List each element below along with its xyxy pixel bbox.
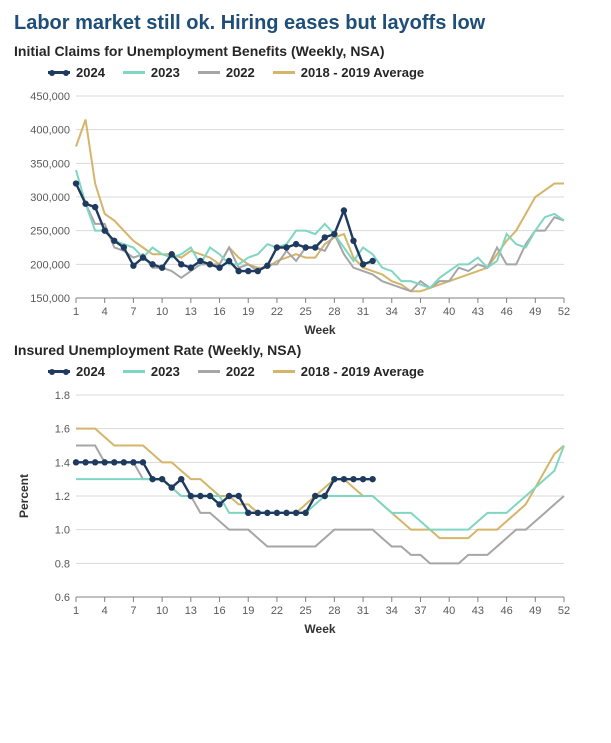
svg-text:31: 31 xyxy=(357,306,369,318)
svg-text:400,000: 400,000 xyxy=(30,125,70,137)
svg-text:1: 1 xyxy=(73,306,79,318)
chart1-svg: 150,000 200,000 250,000 300,000 350,000 400,0… xyxy=(14,88,574,338)
legend-swatch-2023 xyxy=(123,71,145,74)
svg-text:Percent: Percent xyxy=(17,474,31,518)
svg-text:28: 28 xyxy=(328,605,340,617)
svg-text:43: 43 xyxy=(472,605,484,617)
svg-text:16: 16 xyxy=(213,605,225,617)
svg-text:10: 10 xyxy=(156,306,168,318)
svg-text:16: 16 xyxy=(213,306,225,318)
legend-swatch-2022 xyxy=(198,71,220,74)
legend-item-avg: 2018 - 2019 Average xyxy=(273,364,424,379)
svg-text:25: 25 xyxy=(300,306,312,318)
legend-item-2024: 2024 xyxy=(48,65,105,80)
chart2-legend: 2024 2023 2022 2018 - 2019 Average xyxy=(48,364,597,379)
legend-label-2024: 2024 xyxy=(76,364,105,379)
legend-swatch-2024 xyxy=(48,71,70,74)
svg-text:0.6: 0.6 xyxy=(55,592,70,604)
legend-item-avg: 2018 - 2019 Average xyxy=(273,65,424,80)
svg-text:7: 7 xyxy=(130,306,136,318)
svg-text:Week: Week xyxy=(304,622,335,636)
svg-text:300,000: 300,000 xyxy=(30,192,70,204)
legend-swatch-avg xyxy=(273,71,295,74)
legend-item-2022: 2022 xyxy=(198,364,255,379)
legend-swatch-2023 xyxy=(123,370,145,373)
svg-text:37: 37 xyxy=(414,306,426,318)
svg-text:450,000: 450,000 xyxy=(30,91,70,103)
svg-text:19: 19 xyxy=(242,306,254,318)
chart2-title: Insured Unemployment Rate (Weekly, NSA) xyxy=(14,342,597,358)
svg-text:34: 34 xyxy=(386,306,398,318)
legend-label-avg: 2018 - 2019 Average xyxy=(301,364,424,379)
svg-text:Week: Week xyxy=(304,323,335,337)
chart2-svg: 0.6 0.8 1.0 1.2 1.4 1.6 1.8 1 4 7 10 13 16 19 22 25 28 31… xyxy=(14,387,574,637)
svg-text:350,000: 350,000 xyxy=(30,158,70,170)
legend-item-2023: 2023 xyxy=(123,364,180,379)
svg-text:250,000: 250,000 xyxy=(30,226,70,238)
svg-text:28: 28 xyxy=(328,306,340,318)
svg-text:49: 49 xyxy=(529,605,541,617)
legend-swatch-avg xyxy=(273,370,295,373)
svg-text:4: 4 xyxy=(102,605,108,617)
svg-text:49: 49 xyxy=(529,306,541,318)
svg-text:1.4: 1.4 xyxy=(55,457,70,469)
svg-text:1: 1 xyxy=(73,605,79,617)
legend-item-2023: 2023 xyxy=(123,65,180,80)
legend-label-2022: 2022 xyxy=(226,65,255,80)
legend-label-2024: 2024 xyxy=(76,65,105,80)
svg-text:1.0: 1.0 xyxy=(55,525,70,537)
legend-label-2022: 2022 xyxy=(226,364,255,379)
svg-text:25: 25 xyxy=(300,605,312,617)
legend-item-2024: 2024 xyxy=(48,364,105,379)
legend-label-2023: 2023 xyxy=(151,65,180,80)
svg-text:150,000: 150,000 xyxy=(30,293,70,305)
svg-text:40: 40 xyxy=(443,306,455,318)
svg-text:37: 37 xyxy=(414,605,426,617)
svg-text:19: 19 xyxy=(242,605,254,617)
legend-label-2023: 2023 xyxy=(151,364,180,379)
svg-text:34: 34 xyxy=(386,605,398,617)
svg-text:46: 46 xyxy=(500,306,512,318)
legend-swatch-2024 xyxy=(48,370,70,373)
legend-swatch-2022 xyxy=(198,370,220,373)
main-title: Labor market still ok. Hiring eases but … xyxy=(14,12,597,35)
svg-text:1.6: 1.6 xyxy=(55,424,70,436)
legend-label-avg: 2018 - 2019 Average xyxy=(301,65,424,80)
svg-text:22: 22 xyxy=(271,605,283,617)
svg-text:200,000: 200,000 xyxy=(30,259,70,271)
svg-text:43: 43 xyxy=(472,306,484,318)
svg-text:1.2: 1.2 xyxy=(55,491,70,503)
svg-text:40: 40 xyxy=(443,605,455,617)
svg-text:13: 13 xyxy=(185,605,197,617)
svg-text:22: 22 xyxy=(271,306,283,318)
legend-item-2022: 2022 xyxy=(198,65,255,80)
chart1-title: Initial Claims for Unemployment Benefits… xyxy=(14,43,597,59)
svg-text:7: 7 xyxy=(130,605,136,617)
svg-text:1.8: 1.8 xyxy=(55,390,70,402)
svg-text:0.8: 0.8 xyxy=(55,558,70,570)
svg-text:13: 13 xyxy=(185,306,197,318)
svg-text:52: 52 xyxy=(558,306,570,318)
svg-text:52: 52 xyxy=(558,605,570,617)
chart1-legend: 2024 2023 2022 2018 - 2019 Average xyxy=(48,65,597,80)
svg-text:10: 10 xyxy=(156,605,168,617)
svg-text:31: 31 xyxy=(357,605,369,617)
svg-text:4: 4 xyxy=(102,306,108,318)
svg-text:46: 46 xyxy=(500,605,512,617)
